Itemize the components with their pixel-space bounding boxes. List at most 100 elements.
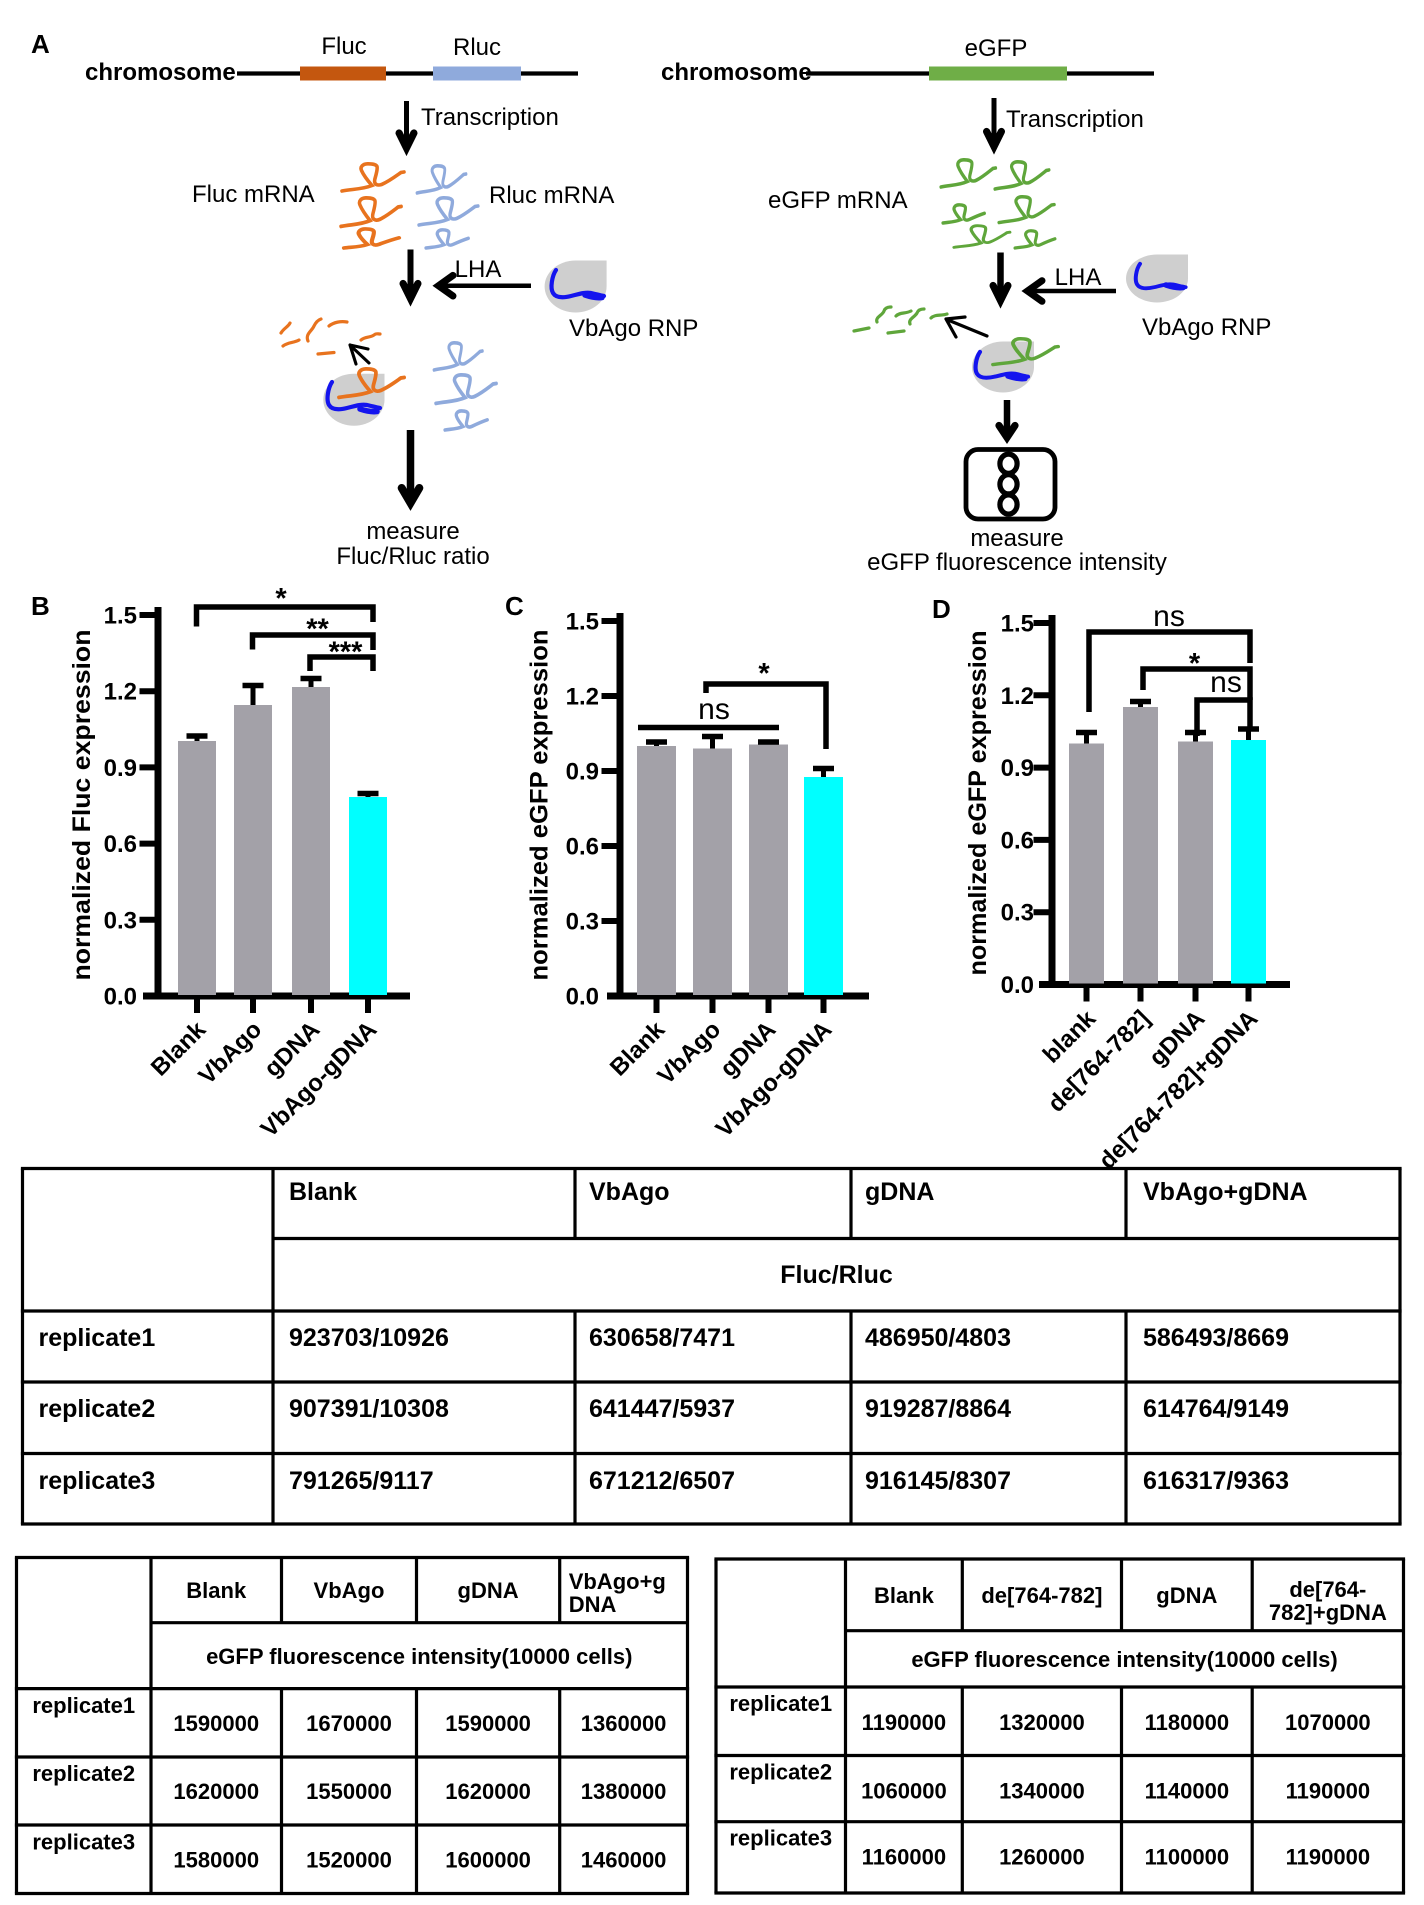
svg-text:486950/4803: 486950/4803 (865, 1324, 1011, 1352)
svg-text:replicate1: replicate1 (39, 1324, 156, 1352)
svg-text:A: A (31, 29, 50, 59)
svg-text:916145/8307: 916145/8307 (865, 1467, 1011, 1495)
svg-text:ns: ns (1153, 600, 1185, 633)
svg-text:1620000: 1620000 (173, 1779, 259, 1804)
svg-text:normalized Fluc expression: normalized Fluc expression (68, 630, 96, 981)
svg-text:1.2: 1.2 (1001, 683, 1034, 710)
svg-text:replicate2: replicate2 (39, 1395, 156, 1423)
svg-text:eGFP: eGFP (965, 35, 1028, 62)
svg-text:1140000: 1140000 (1145, 1779, 1229, 1804)
svg-text:0.3: 0.3 (104, 907, 137, 934)
svg-text:0.0: 0.0 (104, 984, 137, 1011)
svg-text:measure: measure (970, 525, 1063, 552)
svg-text:0.9: 0.9 (566, 759, 599, 786)
svg-text:1590000: 1590000 (173, 1711, 259, 1736)
svg-text:1460000: 1460000 (581, 1848, 667, 1873)
svg-text:Fluc: Fluc (321, 33, 366, 60)
svg-text:ns: ns (1210, 666, 1242, 699)
svg-text:Fluc mRNA: Fluc mRNA (192, 181, 315, 208)
svg-text:***: *** (329, 637, 364, 669)
svg-text:1160000: 1160000 (862, 1845, 946, 1870)
svg-text:1190000: 1190000 (1286, 1845, 1370, 1870)
svg-text:1.5: 1.5 (566, 609, 599, 636)
svg-text:D: D (932, 594, 951, 624)
svg-text:Fluc/Rluc ratio: Fluc/Rluc ratio (336, 543, 489, 570)
svg-text:normalized eGFP expression: normalized eGFP expression (964, 631, 992, 976)
svg-text:replicate3: replicate3 (729, 1826, 832, 1851)
svg-text:0.6: 0.6 (1001, 827, 1034, 854)
svg-text:586493/8669: 586493/8669 (1143, 1324, 1289, 1352)
svg-text:*: * (758, 658, 770, 690)
svg-text:Blank: Blank (186, 1578, 247, 1603)
svg-text:630658/7471: 630658/7471 (589, 1324, 735, 1352)
svg-text:Transcription: Transcription (1006, 106, 1144, 133)
svg-text:Blank: Blank (874, 1583, 935, 1608)
svg-text:gDNA: gDNA (1156, 1583, 1217, 1608)
svg-text:Fluc/Rluc: Fluc/Rluc (780, 1261, 893, 1289)
svg-text:de[764-782]: de[764-782] (981, 1583, 1102, 1608)
svg-text:0.3: 0.3 (566, 909, 599, 936)
svg-text:907391/10308: 907391/10308 (289, 1395, 449, 1423)
svg-text:VbAgo: VbAgo (589, 1178, 670, 1206)
svg-text:de[764-: de[764- (1289, 1577, 1366, 1602)
svg-text:replicate1: replicate1 (32, 1693, 135, 1718)
svg-text:0.6: 0.6 (104, 831, 137, 858)
svg-text:replicate2: replicate2 (32, 1761, 135, 1786)
svg-text:1260000: 1260000 (999, 1845, 1085, 1870)
svg-text:VbAgo RNP: VbAgo RNP (569, 315, 698, 342)
svg-text:LHA: LHA (455, 256, 502, 283)
svg-text:Rluc mRNA: Rluc mRNA (489, 182, 614, 209)
svg-text:eGFP mRNA: eGFP mRNA (768, 187, 908, 214)
svg-text:gDNA: gDNA (865, 1178, 934, 1206)
svg-text:1180000: 1180000 (1145, 1710, 1229, 1735)
svg-text:641447/5937: 641447/5937 (589, 1395, 735, 1423)
svg-text:1590000: 1590000 (445, 1711, 531, 1736)
svg-text:eGFP fluorescence intensity(10: eGFP fluorescence intensity(10000 cells) (911, 1647, 1337, 1672)
svg-text:0.9: 0.9 (104, 755, 137, 782)
svg-text:1520000: 1520000 (306, 1848, 392, 1873)
svg-text:*: * (1189, 648, 1201, 680)
svg-text:923703/10926: 923703/10926 (289, 1324, 449, 1352)
svg-text:0.3: 0.3 (1001, 900, 1034, 927)
svg-text:1620000: 1620000 (445, 1779, 531, 1804)
svg-text:**: ** (306, 614, 329, 646)
svg-text:chromosome: chromosome (85, 59, 236, 86)
svg-text:1070000: 1070000 (1285, 1710, 1371, 1735)
svg-text:1580000: 1580000 (173, 1848, 259, 1873)
svg-text:1190000: 1190000 (1286, 1779, 1370, 1804)
svg-text:0.9: 0.9 (1001, 755, 1034, 782)
svg-text:1340000: 1340000 (999, 1779, 1085, 1804)
svg-text:616317/9363: 616317/9363 (1143, 1467, 1289, 1495)
svg-text:Blank: Blank (289, 1178, 357, 1206)
svg-text:1380000: 1380000 (581, 1779, 667, 1804)
svg-text:919287/8864: 919287/8864 (865, 1395, 1011, 1423)
svg-text:normalized eGFP expression: normalized eGFP expression (526, 630, 554, 981)
svg-text:gDNA: gDNA (458, 1578, 519, 1603)
svg-text:614764/9149: 614764/9149 (1143, 1395, 1289, 1423)
svg-text:DNA: DNA (569, 1592, 617, 1617)
svg-text:1320000: 1320000 (999, 1710, 1085, 1735)
svg-text:B: B (31, 591, 50, 621)
svg-text:1600000: 1600000 (445, 1848, 531, 1873)
svg-text:1.5: 1.5 (1001, 611, 1034, 638)
svg-text:0.0: 0.0 (566, 984, 599, 1011)
svg-text:671212/6507: 671212/6507 (589, 1467, 735, 1495)
svg-text:Transcription: Transcription (421, 104, 559, 131)
svg-text:791265/9117: 791265/9117 (289, 1467, 434, 1495)
svg-text:1.5: 1.5 (104, 603, 137, 630)
svg-text:1.2: 1.2 (566, 684, 599, 711)
svg-text:eGFP fluorescence intensity(10: eGFP fluorescence intensity(10000 cells) (206, 1644, 632, 1669)
svg-text:ns: ns (698, 693, 730, 726)
svg-text:eGFP fluorescence intensity: eGFP fluorescence intensity (867, 549, 1167, 576)
svg-text:measure: measure (366, 518, 459, 545)
svg-text:VbAgo: VbAgo (314, 1578, 385, 1603)
svg-text:1.2: 1.2 (104, 679, 137, 706)
svg-text:0.6: 0.6 (566, 834, 599, 861)
svg-text:1100000: 1100000 (1145, 1845, 1229, 1870)
svg-text:replicate1: replicate1 (729, 1691, 832, 1716)
svg-text:782]+gDNA: 782]+gDNA (1269, 1600, 1387, 1625)
svg-text:VbAgo+gDNA: VbAgo+gDNA (1143, 1178, 1308, 1206)
svg-text:replicate3: replicate3 (39, 1467, 156, 1495)
svg-text:replicate3: replicate3 (32, 1830, 135, 1855)
svg-text:VbAgo+g: VbAgo+g (569, 1569, 666, 1594)
